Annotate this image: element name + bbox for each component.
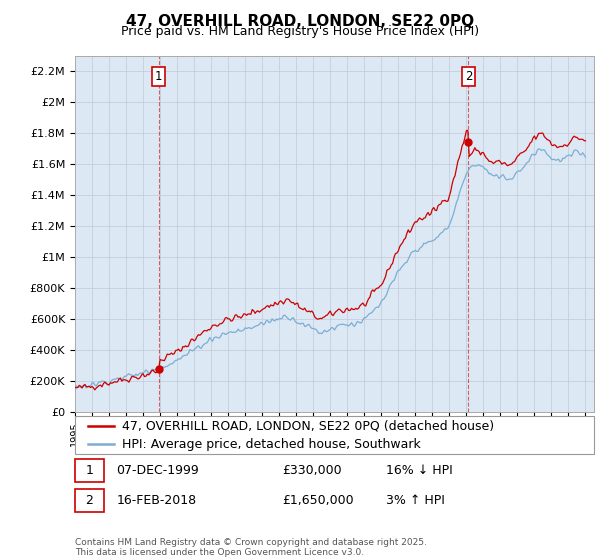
Text: 47, OVERHILL ROAD, LONDON, SE22 0PQ (detached house): 47, OVERHILL ROAD, LONDON, SE22 0PQ (det…: [122, 419, 494, 433]
Text: HPI: Average price, detached house, Southwark: HPI: Average price, detached house, Sout…: [122, 437, 421, 451]
Text: £1,650,000: £1,650,000: [283, 494, 354, 507]
Text: 47, OVERHILL ROAD, LONDON, SE22 0PQ: 47, OVERHILL ROAD, LONDON, SE22 0PQ: [126, 14, 474, 29]
Text: Price paid vs. HM Land Registry's House Price Index (HPI): Price paid vs. HM Land Registry's House …: [121, 25, 479, 38]
Bar: [75, 489, 104, 512]
Bar: [75, 459, 104, 482]
Text: 07-DEC-1999: 07-DEC-1999: [116, 464, 199, 477]
Text: Contains HM Land Registry data © Crown copyright and database right 2025.
This d: Contains HM Land Registry data © Crown c…: [75, 538, 427, 557]
Text: 2: 2: [85, 494, 93, 507]
Text: 16-FEB-2018: 16-FEB-2018: [116, 494, 197, 507]
Text: 1: 1: [85, 464, 93, 477]
Text: 1: 1: [155, 69, 163, 82]
Text: £330,000: £330,000: [283, 464, 342, 477]
Text: 2: 2: [464, 69, 472, 82]
Text: 16% ↓ HPI: 16% ↓ HPI: [386, 464, 453, 477]
Text: 3% ↑ HPI: 3% ↑ HPI: [386, 494, 445, 507]
